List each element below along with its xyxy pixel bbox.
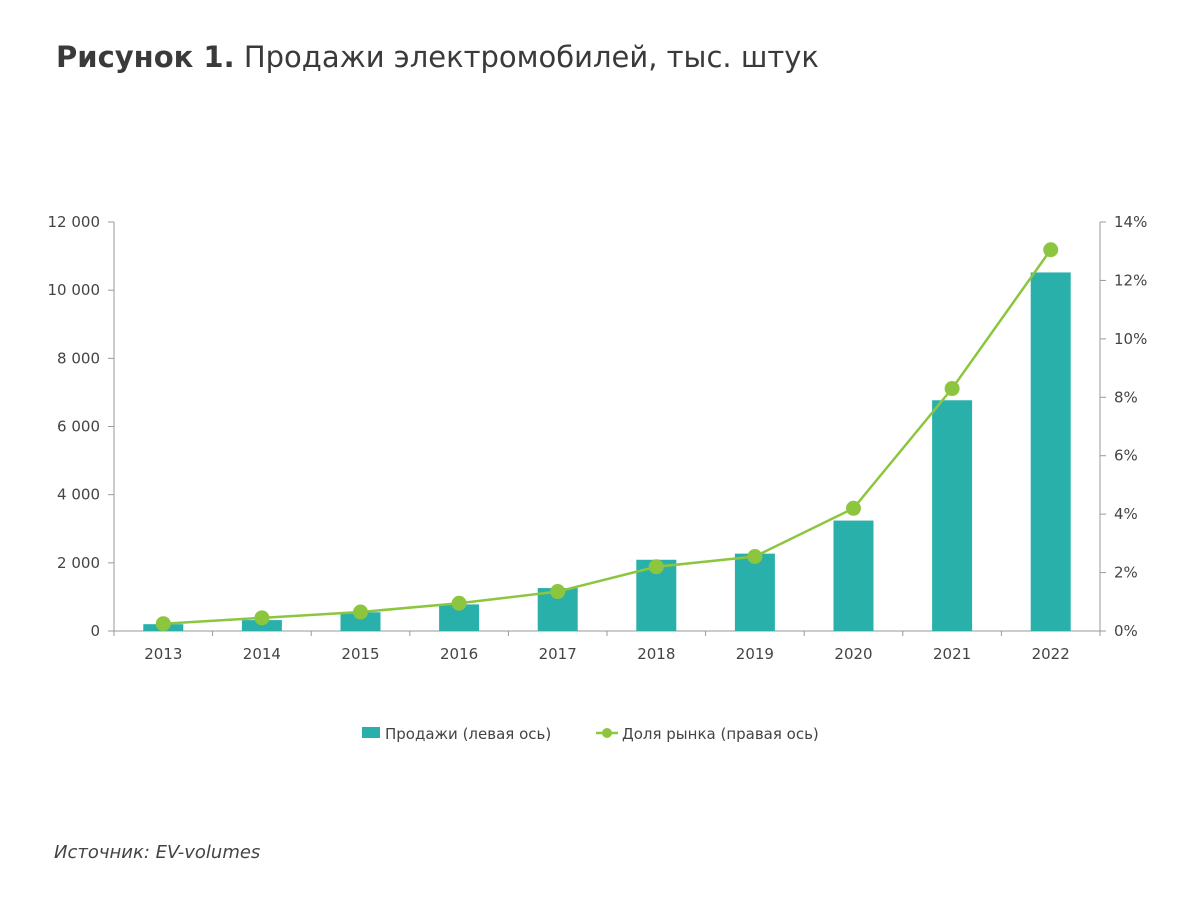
y-tick-label-right: 6% [1114, 447, 1138, 465]
x-tick-label: 2018 [637, 645, 675, 663]
market-share-point [550, 584, 566, 600]
market-share-point [353, 604, 368, 620]
market-share-point [1043, 242, 1059, 258]
market-share-point [747, 549, 763, 565]
market-share-point [648, 559, 664, 575]
market-share-point [155, 616, 171, 632]
bar [734, 553, 775, 631]
x-tick-label: 2017 [539, 645, 577, 663]
y-tick-label-left: 2 000 [57, 554, 100, 572]
y-tick-label-left: 10 000 [48, 281, 101, 299]
bar [932, 400, 973, 631]
legend-line-label: Доля рынка (правая ось) [622, 725, 819, 743]
bar [241, 620, 282, 631]
market-share-point [846, 500, 861, 516]
market-share-line [163, 249, 1052, 625]
y-tick-label-left: 8 000 [57, 349, 100, 367]
x-tick-label: 2015 [341, 645, 379, 663]
legend-bar-swatch [362, 727, 380, 738]
y-tick-label-right: 12% [1114, 271, 1147, 289]
y-tick-label-right: 2% [1114, 564, 1138, 582]
x-tick-label: 2020 [834, 645, 872, 663]
legend-line-marker [602, 728, 612, 738]
x-tick-label: 2019 [736, 645, 774, 663]
market-share-point [254, 610, 270, 626]
y-tick-label-left: 6 000 [57, 418, 100, 436]
source-label: Источник: [54, 842, 150, 863]
y-tick-label-right: 14% [1114, 213, 1147, 231]
legend-bar-label: Продажи (левая ось) [385, 725, 551, 743]
x-tick-label: 2014 [243, 645, 281, 663]
x-tick-label: 2021 [933, 645, 971, 663]
bar [833, 520, 874, 631]
x-tick-label: 2016 [440, 645, 478, 663]
y-tick-label-right: 8% [1114, 388, 1138, 406]
y-tick-label-right: 0% [1114, 622, 1138, 640]
figure-number: Рисунок 1. [56, 40, 235, 74]
y-tick-label-left: 0 [90, 622, 100, 640]
source-value: EV-volumes [149, 842, 261, 863]
y-tick-label-left: 12 000 [48, 213, 101, 231]
y-tick-label-right: 10% [1114, 330, 1147, 348]
chart-title: Рисунок 1. Продажи электромобилей, тыс. … [56, 40, 819, 74]
figure-caption: Продажи электромобилей, тыс. штук [234, 40, 819, 74]
source-note: Источник: EV-volumes [54, 842, 260, 863]
market-share-point [944, 381, 960, 397]
x-tick-label: 2013 [144, 645, 182, 663]
x-tick-label: 2022 [1032, 645, 1070, 663]
bar [1030, 272, 1071, 631]
y-tick-label-left: 4 000 [57, 486, 100, 504]
bar [340, 612, 381, 631]
y-tick-label-right: 4% [1114, 505, 1138, 523]
market-share-point [451, 595, 467, 611]
